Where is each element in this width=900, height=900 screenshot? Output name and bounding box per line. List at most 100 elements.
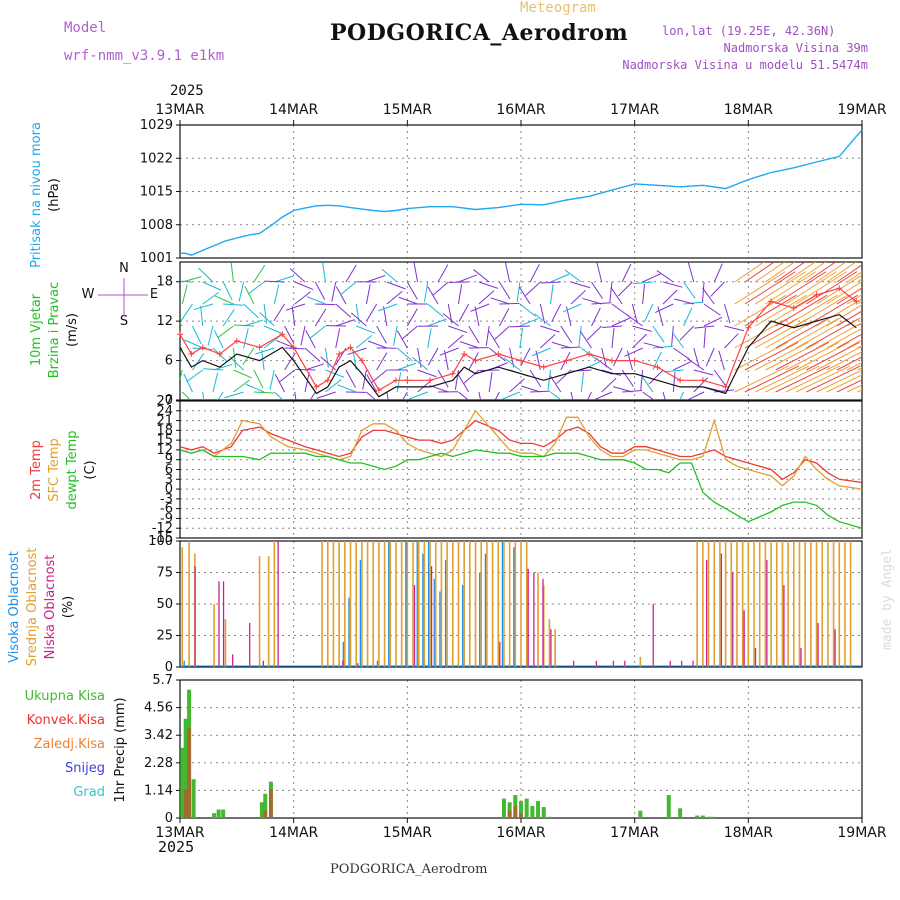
wind-ray (744, 318, 798, 349)
wind-ray (836, 379, 862, 393)
wind-ray (242, 347, 255, 366)
wind-ray (309, 391, 316, 400)
temperature-line (179, 449, 863, 529)
wind-ray (683, 301, 704, 305)
wind-ray (520, 347, 531, 366)
wind-ray (232, 347, 237, 368)
wind-speed-line (179, 313, 857, 398)
wind-ray (641, 375, 654, 393)
temperature-axis-label: SFC Temp (47, 438, 62, 502)
wind-ray (655, 303, 674, 313)
wind-ray (785, 341, 840, 371)
x-tick-label-top: 19MAR (837, 102, 886, 118)
wind-ray (203, 368, 224, 371)
wind-ray (180, 280, 193, 283)
wind-ray (261, 350, 265, 371)
wind-ray (724, 325, 745, 332)
y-tick-label: 0 (165, 660, 173, 675)
wind-gust-marker (188, 351, 195, 357)
wind-ray (192, 353, 205, 371)
wind-ray (473, 269, 490, 283)
wind-ray (640, 369, 644, 390)
y-tick-label: 75 (156, 566, 173, 581)
wind-ray (457, 374, 470, 393)
wind-ray (591, 281, 603, 299)
wind-ray (702, 281, 705, 302)
y-tick-label: 1029 (140, 118, 173, 133)
wind-ray (703, 328, 706, 349)
wind-ray (324, 347, 329, 368)
direction-s-label: S (120, 314, 128, 329)
wind-ray (591, 302, 612, 305)
wind-ray (610, 287, 623, 305)
wind-gust-marker (495, 351, 502, 357)
wind-ray (795, 365, 851, 393)
wind-ray (806, 318, 859, 349)
wind-ray (754, 365, 810, 393)
x-tick-label-bottom: 17MAR (610, 825, 659, 841)
year-top: 2025 (170, 83, 204, 99)
wind-ray (518, 286, 531, 305)
wind-ray (437, 264, 449, 283)
y-tick-label: 100 (148, 534, 173, 549)
wind-ray (437, 369, 449, 388)
wind-ray (347, 347, 367, 356)
wind-ray (734, 365, 789, 393)
wind-ray (264, 280, 285, 283)
wind-ray (337, 384, 357, 393)
wind-ray (417, 347, 422, 368)
wind-gust-marker (608, 357, 615, 364)
wind-ray (775, 294, 828, 327)
wind-gust-marker (449, 370, 456, 377)
wind-ray (744, 365, 800, 393)
wind-gust-marker (358, 357, 365, 364)
wind-gust-marker (518, 357, 524, 364)
y-tick-label: 1015 (140, 185, 173, 200)
wind-ray (294, 391, 297, 400)
y-tick-label: 5.7 (152, 673, 173, 688)
wind-ray (386, 391, 389, 400)
wind-gust-marker (313, 383, 320, 390)
y-tick-label: 0 (165, 393, 173, 408)
wind-ray (233, 369, 252, 379)
wind-ray (406, 308, 418, 327)
wind-ray (642, 284, 646, 305)
wind-ray (713, 263, 723, 283)
wind-ray (233, 324, 254, 327)
wind-ray (402, 391, 408, 400)
wind-ray (529, 264, 540, 283)
wind-ray (621, 369, 634, 387)
wind-ray (345, 369, 357, 388)
precip-convective-bar (183, 788, 188, 818)
panel-frame (179, 261, 863, 401)
direction-e-label: E (150, 287, 158, 302)
model-name: wrf-nmm_v3.9.1 e1km (64, 48, 225, 64)
precip-legend-entry: Konvek.Kisa (27, 713, 105, 728)
wind-ray (683, 307, 693, 327)
wind-gust-marker (699, 377, 706, 384)
wind-ray (253, 264, 266, 283)
precip-legend-entry: Ukupna Kisa (25, 689, 105, 704)
wind-ray (294, 291, 311, 305)
precip-total-bar (666, 795, 671, 818)
wind-ray (244, 285, 255, 305)
wind-ray (775, 341, 830, 371)
wind-ray (785, 262, 816, 283)
wind-ray (643, 342, 664, 349)
wind-ray (253, 391, 274, 394)
wind-ray (521, 385, 541, 393)
wind-ray (703, 303, 721, 316)
y-tick-label: 1001 (140, 251, 173, 266)
wind-ray (314, 281, 326, 300)
wind-ray (202, 391, 205, 400)
precip-convective-bar (519, 813, 523, 818)
wind-ray (816, 298, 862, 327)
wind-ray (202, 291, 220, 305)
y-tick-label: 0 (165, 811, 173, 826)
wind-ray (857, 389, 862, 393)
wind-vectors (180, 262, 862, 400)
wind-ray (539, 334, 556, 349)
wind-gust-marker (836, 285, 843, 292)
precip-total-bar (180, 747, 185, 818)
meteogram-label: Meteogram (520, 0, 596, 16)
